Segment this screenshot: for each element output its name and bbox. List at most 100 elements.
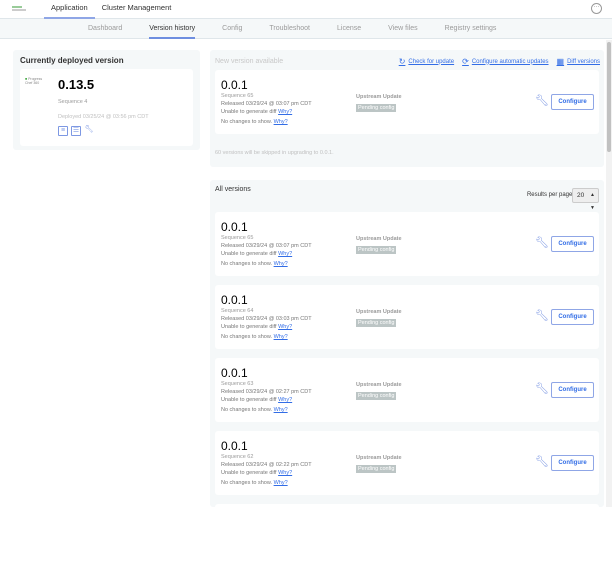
version-label: 0.0.1 bbox=[221, 439, 248, 453]
scrollbar-thumb[interactable] bbox=[607, 42, 611, 152]
released-date: Released 03/29/24 @ 03:07 pm CDT bbox=[221, 243, 312, 249]
deployed-date: Deployed 03/25/24 @ 03:56 pm CDT bbox=[58, 114, 149, 120]
sequence-label: Sequence 63 bbox=[221, 381, 254, 387]
diff-status: Unable to generate diff Why? bbox=[221, 109, 293, 115]
changes-status: No changes to show. Why? bbox=[221, 407, 288, 413]
status-badge: Pending config bbox=[356, 319, 397, 327]
tab-registry-settings[interactable]: Registry settings bbox=[444, 24, 497, 32]
select-arrows-icon: ▲ ▼ bbox=[590, 192, 595, 211]
version-label: 0.0.1 bbox=[221, 78, 248, 92]
wrench-icon[interactable]: 🔧︎ bbox=[535, 310, 549, 322]
nav-application[interactable]: Application bbox=[44, 0, 95, 19]
released-date: Released 03/29/24 @ 03:03 pm CDT bbox=[221, 316, 312, 322]
view-logs-icon[interactable]: ≡ bbox=[58, 126, 68, 136]
released-date: Released 03/29/24 @ 03:07 pm CDT bbox=[221, 101, 312, 107]
version-card: 0.0.1 Sequence 65 Released 03/29/24 @ 03… bbox=[215, 70, 599, 134]
diff-status: Unable to generate diff Why? bbox=[221, 470, 293, 476]
diff-status: Unable to generate diff Why? bbox=[221, 397, 293, 403]
diff-status: Unable to generate diff Why? bbox=[221, 251, 293, 257]
configure-button[interactable]: Configure bbox=[551, 382, 594, 398]
why-link[interactable]: Why? bbox=[278, 251, 293, 257]
release-notes-icon[interactable]: ☰ bbox=[71, 126, 81, 136]
version-label: 0.0.1 bbox=[221, 220, 248, 234]
diff-status: Unable to generate diff Why? bbox=[221, 324, 293, 330]
status-badge: Pending config bbox=[356, 392, 397, 400]
configure-automatic-updates-link[interactable]: ⟳ Configure automatic updates bbox=[462, 57, 549, 66]
sequence-label: Sequence 65 bbox=[221, 93, 254, 99]
nav-cluster-management[interactable]: Cluster Management bbox=[101, 2, 172, 12]
configure-button[interactable]: Configure bbox=[551, 309, 594, 325]
version-card: 0.0.1 Sequence 64 Released 03/29/24 @ 03… bbox=[215, 285, 599, 349]
configure-button[interactable]: Configure bbox=[551, 236, 594, 252]
status-badge: Pending config bbox=[356, 104, 397, 112]
all-versions-title: All versions bbox=[215, 186, 251, 193]
source-label: Upstream Update bbox=[356, 94, 402, 100]
results-per-page-label: Results per page: bbox=[526, 192, 574, 198]
diff-icon: ▦ bbox=[556, 57, 565, 66]
why-link[interactable]: Why? bbox=[273, 334, 288, 340]
changes-status: No changes to show. Why? bbox=[221, 261, 288, 267]
version-label: 0.13.5 bbox=[58, 77, 95, 92]
new-version-panel: New version available ↻ Check for update … bbox=[210, 50, 604, 167]
panel-title: Currently deployed version bbox=[20, 56, 124, 65]
why-link[interactable]: Why? bbox=[273, 261, 288, 267]
tab-dashboard[interactable]: Dashboard bbox=[88, 24, 123, 32]
why-link[interactable]: Why? bbox=[278, 109, 293, 115]
source-label: Upstream Update bbox=[356, 382, 402, 388]
source-label: Upstream Update bbox=[356, 455, 402, 461]
why-link[interactable]: Why? bbox=[273, 119, 288, 125]
why-link[interactable]: Why? bbox=[273, 407, 288, 413]
wrench-icon[interactable]: 🔧︎ bbox=[535, 456, 549, 468]
tab-view-files[interactable]: View files bbox=[388, 24, 418, 32]
check-for-update-link[interactable]: ↻ Check for update bbox=[398, 57, 455, 66]
wrench-icon[interactable]: 🔧︎ bbox=[535, 383, 549, 395]
tab-bar: Dashboard Version history Config Trouble… bbox=[0, 19, 612, 39]
sequence-label: Sequence 62 bbox=[221, 454, 254, 460]
configure-button[interactable]: Configure bbox=[551, 455, 594, 471]
version-label: 0.0.1 bbox=[221, 293, 248, 307]
tab-license[interactable]: License bbox=[337, 24, 362, 32]
app-icon: ■ Progress Chef 360 bbox=[25, 77, 43, 85]
all-versions-panel: All versions Results per page: 20 ▲ ▼ 0.0.… bbox=[210, 180, 604, 568]
status-badge: Pending config bbox=[356, 246, 397, 254]
wrench-icon[interactable]: 🔧︎ bbox=[535, 237, 549, 249]
results-per-page-select[interactable]: 20 ▲ ▼ bbox=[572, 188, 599, 211]
released-date: Released 03/29/24 @ 02:22 pm CDT bbox=[221, 462, 312, 468]
configure-wrench-icon[interactable]: 🔧︎ bbox=[84, 126, 94, 133]
changes-status: No changes to show. Why? bbox=[221, 334, 288, 340]
skip-note: 60 versions will be skipped in upgrading… bbox=[215, 150, 334, 156]
why-link[interactable]: Why? bbox=[278, 470, 293, 476]
deployed-version-panel: Currently deployed version ■ Progress Che… bbox=[13, 50, 200, 150]
why-link[interactable]: Why? bbox=[278, 324, 293, 330]
source-label: Upstream Update bbox=[356, 236, 402, 242]
version-card bbox=[215, 504, 599, 568]
why-link[interactable]: Why? bbox=[273, 480, 288, 486]
changes-status: No changes to show. Why? bbox=[221, 480, 288, 486]
source-label: Upstream Update bbox=[356, 309, 402, 315]
version-card: 0.0.1 Sequence 65 Released 03/29/24 @ 03… bbox=[215, 212, 599, 276]
sequence-label: Sequence 64 bbox=[221, 308, 254, 314]
scrollbar[interactable] bbox=[606, 40, 612, 507]
new-version-title: New version available bbox=[215, 58, 284, 65]
wrench-icon[interactable]: 🔧︎ bbox=[535, 95, 549, 107]
diff-versions-link[interactable]: ▦ Diff versions bbox=[556, 57, 600, 66]
tab-version-history[interactable]: Version history bbox=[149, 19, 196, 39]
sequence-label: Sequence 4 bbox=[58, 99, 88, 105]
sequence-label: Sequence 65 bbox=[221, 235, 254, 241]
status-badge: Pending config bbox=[356, 465, 397, 473]
changes-status: No changes to show. Why? bbox=[221, 119, 288, 125]
deployed-card: ■ Progress Chef 360 0.13.5 Sequence 4 Dep… bbox=[20, 69, 193, 146]
sync-icon: ⟳ bbox=[462, 57, 469, 66]
released-date: Released 03/29/24 @ 02:27 pm CDT bbox=[221, 389, 312, 395]
tab-config[interactable]: Config bbox=[222, 24, 243, 32]
version-card: 0.0.1 Sequence 63 Released 03/29/24 @ 02… bbox=[215, 358, 599, 422]
configure-button[interactable]: Configure bbox=[551, 94, 594, 110]
top-nav: Application Cluster Management ··· bbox=[0, 0, 612, 19]
refresh-icon: ↻ bbox=[398, 57, 406, 66]
app-logo bbox=[12, 6, 26, 12]
version-label: 0.0.1 bbox=[221, 366, 248, 380]
more-options-icon[interactable]: ··· bbox=[591, 3, 602, 14]
why-link[interactable]: Why? bbox=[278, 397, 293, 403]
version-card: 0.0.1 Sequence 62 Released 03/29/24 @ 02… bbox=[215, 431, 599, 495]
tab-troubleshoot[interactable]: Troubleshoot bbox=[269, 24, 311, 32]
